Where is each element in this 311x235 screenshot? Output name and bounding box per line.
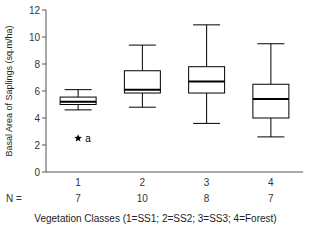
y-tick-label: 0 bbox=[34, 167, 40, 178]
outlier-label: a bbox=[85, 133, 91, 144]
cap-low bbox=[193, 123, 220, 124]
box-group bbox=[189, 25, 225, 124]
y-axis-label: Basal Area of Saplings (sq.m/ha) bbox=[4, 25, 14, 156]
box bbox=[253, 84, 289, 118]
chart: 0 2 4 6 8 10 12 a 1 7 2 10 3 8 4 7 N = Vegetation Classes… bbox=[0, 0, 311, 235]
whisker-low bbox=[270, 118, 271, 137]
cap-high bbox=[257, 43, 284, 44]
y-tick-label: 4 bbox=[34, 113, 40, 124]
x-tick-label: 3 bbox=[204, 177, 210, 188]
y-tick bbox=[42, 91, 46, 92]
y-tick bbox=[42, 64, 46, 65]
n-label: N = bbox=[6, 193, 22, 204]
n-value: 7 bbox=[75, 193, 81, 204]
cap-low bbox=[129, 107, 156, 108]
outlier bbox=[74, 134, 82, 141]
plot-area bbox=[60, 25, 289, 142]
y-tick bbox=[42, 172, 46, 173]
y-tick-label: 8 bbox=[34, 59, 40, 70]
box-group bbox=[253, 44, 289, 137]
median bbox=[124, 89, 160, 91]
x-tick-label: 2 bbox=[140, 177, 146, 188]
box-group bbox=[60, 90, 96, 142]
x-tick-label: 1 bbox=[75, 177, 81, 188]
x-tick-label: 4 bbox=[268, 177, 274, 188]
x-axis-label: Vegetation Classes (1=SS1; 2=SS2; 3=SS3;… bbox=[34, 213, 276, 224]
n-value: 10 bbox=[137, 193, 149, 204]
whisker-high bbox=[78, 90, 79, 97]
median bbox=[253, 98, 289, 100]
cap-high bbox=[65, 89, 92, 90]
whisker-high bbox=[206, 25, 207, 67]
y-tick-label: 2 bbox=[34, 140, 40, 151]
y-tick bbox=[42, 10, 46, 11]
whisker-low bbox=[206, 93, 207, 123]
median bbox=[189, 81, 225, 83]
median bbox=[60, 101, 96, 103]
outlier-labels: a bbox=[85, 133, 91, 144]
box bbox=[60, 97, 96, 104]
y-tick-label: 6 bbox=[34, 86, 40, 97]
y-tick-label: 10 bbox=[29, 32, 41, 43]
whisker-low bbox=[78, 105, 79, 110]
box-group bbox=[124, 45, 160, 107]
x-axis bbox=[46, 172, 303, 173]
y-tick bbox=[42, 118, 46, 119]
whisker-high bbox=[142, 45, 143, 71]
y-tick bbox=[42, 145, 46, 146]
n-value: 7 bbox=[268, 193, 274, 204]
y-tick-label: 12 bbox=[29, 5, 41, 16]
y-tick bbox=[42, 37, 46, 38]
box bbox=[124, 71, 160, 93]
cap-low bbox=[65, 109, 92, 110]
box bbox=[189, 67, 225, 93]
cap-high bbox=[193, 24, 220, 25]
whisker-high bbox=[270, 44, 271, 85]
n-value: 8 bbox=[204, 193, 210, 204]
whisker-low bbox=[142, 93, 143, 107]
cap-low bbox=[257, 136, 284, 137]
cap-high bbox=[129, 45, 156, 46]
y-axis bbox=[46, 10, 47, 172]
